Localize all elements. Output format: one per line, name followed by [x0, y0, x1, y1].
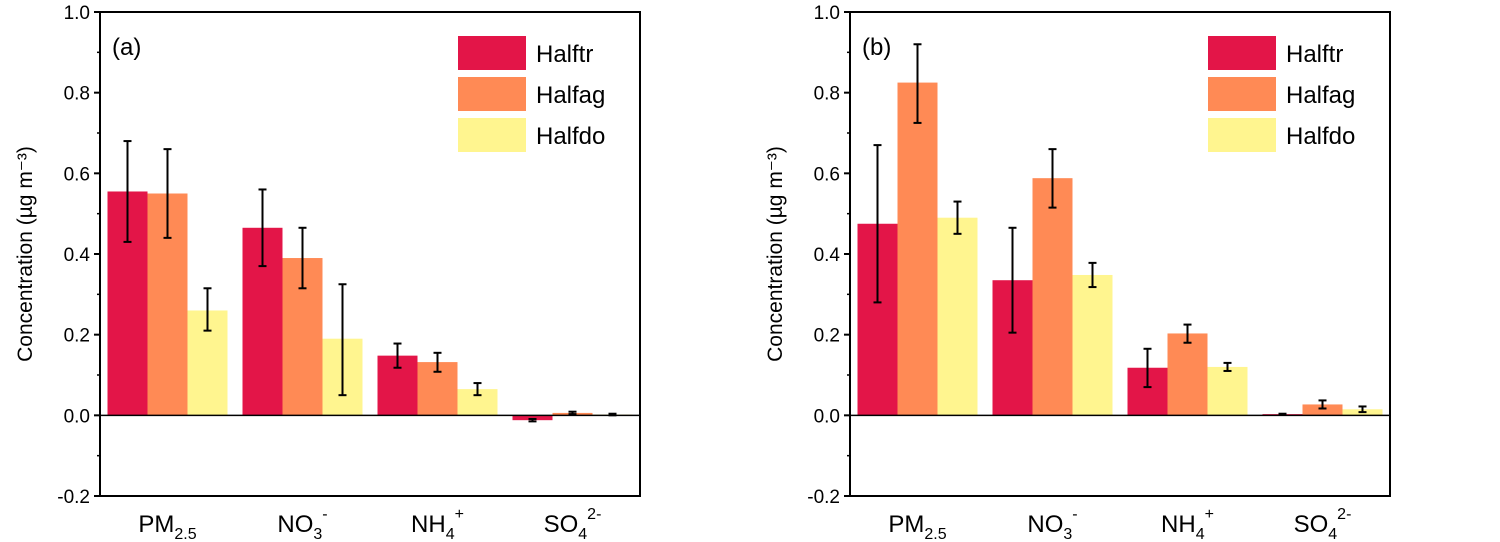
y-axis-label: Concentration (µg m⁻³) — [764, 146, 787, 362]
x-label-sup: 2- — [1337, 506, 1351, 523]
x-label-base: PM — [138, 511, 174, 538]
legend-swatch-halftr — [1208, 36, 1276, 70]
x-label-base: NO — [1027, 511, 1063, 538]
legend-swatch-halfdo — [458, 118, 526, 152]
legend-label: Halfdo — [536, 123, 605, 150]
x-tick-label: NO3- — [1027, 506, 1077, 542]
y-tick-label: 0.8 — [814, 84, 840, 105]
x-label-sub: 4 — [1328, 526, 1337, 542]
y-tick-label: 0.2 — [64, 326, 90, 347]
x-label-sub: 3 — [313, 526, 322, 542]
y-tick-label: -0.2 — [807, 487, 840, 508]
bar-halftr — [512, 415, 553, 421]
bar-halfag — [1302, 404, 1343, 416]
bar-halfag — [1032, 178, 1073, 416]
x-label-sub: 2.5 — [924, 526, 946, 542]
bar-halfdo — [937, 217, 978, 416]
x-label-sup: + — [1205, 506, 1214, 523]
x-tick-label: SO42- — [1294, 506, 1352, 542]
y-tick-label: 1.0 — [64, 3, 90, 24]
bar-halfag — [897, 82, 938, 416]
bar-halfdo — [1207, 366, 1248, 416]
x-label-sup: + — [455, 506, 464, 523]
y-tick-label: 0.8 — [64, 84, 90, 105]
x-tick-label: NH4+ — [1161, 506, 1214, 542]
x-label-sub: 4 — [1196, 526, 1205, 542]
legend-label: Halfag — [536, 82, 605, 109]
y-tick-label: 0.0 — [64, 406, 90, 427]
x-label-sup: - — [322, 506, 327, 523]
legend-label: Halftr — [1286, 41, 1343, 68]
y-tick-label: 0.6 — [64, 164, 90, 185]
x-label-sup: 2- — [587, 506, 601, 523]
y-tick-label: -0.2 — [57, 487, 90, 508]
y-tick-label: 1.0 — [814, 3, 840, 24]
legend-swatch-halfag — [1208, 77, 1276, 111]
x-label-base: SO — [1294, 511, 1329, 538]
x-label-sub: 3 — [1063, 526, 1072, 542]
bar-halfdo — [1072, 274, 1113, 416]
x-label-base: NH — [411, 511, 446, 538]
x-label-sup: - — [1072, 506, 1077, 523]
y-axis-label: Concentration (µg m⁻³) — [14, 146, 37, 362]
x-tick-label: PM2.5 — [138, 511, 196, 542]
y-tick-label: 0.4 — [64, 245, 91, 266]
x-tick-label: SO42- — [544, 506, 602, 542]
x-label-sub: 4 — [578, 526, 587, 542]
x-label-sub: 4 — [446, 526, 455, 542]
y-tick-label: 0.0 — [814, 406, 840, 427]
legend-swatch-halfdo — [1208, 118, 1276, 152]
y-tick-label: 0.2 — [814, 326, 840, 347]
legend-label: Halfdo — [1286, 123, 1355, 150]
panel-label: (a) — [112, 34, 141, 61]
legend-swatch-halftr — [458, 36, 526, 70]
y-tick-label: 0.4 — [814, 245, 841, 266]
x-tick-label: NH4+ — [411, 506, 464, 542]
panel-label: (b) — [862, 34, 891, 61]
x-label-sub: 2.5 — [174, 526, 196, 542]
bar-halfag — [1167, 333, 1208, 416]
x-label-base: PM — [888, 511, 924, 538]
legend-swatch-halfag — [458, 77, 526, 111]
x-tick-label: PM2.5 — [888, 511, 946, 542]
y-tick-label: 0.6 — [814, 164, 840, 185]
legend-label: Halfag — [1286, 82, 1355, 109]
x-label-base: NO — [277, 511, 313, 538]
x-label-base: SO — [544, 511, 579, 538]
x-label-base: NH — [1161, 511, 1196, 538]
x-tick-label: NO3- — [277, 506, 327, 542]
legend-label: Halftr — [536, 41, 593, 68]
